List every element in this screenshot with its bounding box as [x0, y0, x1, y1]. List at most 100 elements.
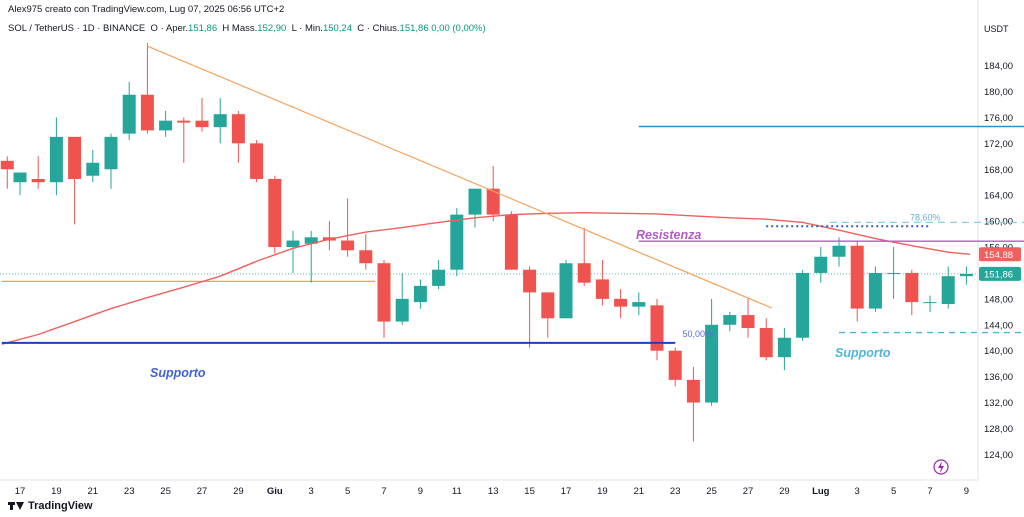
candle-up [723, 315, 737, 325]
y-tick-label: 128,00 [984, 424, 1013, 435]
x-tick-label: 29 [779, 486, 790, 497]
x-tick-label: 27 [197, 486, 208, 497]
candle-down [759, 328, 773, 358]
x-tick-label: 21 [634, 486, 645, 497]
candle-up [122, 94, 136, 134]
moving-average-line [1, 211, 971, 345]
y-tick-label: 144,00 [984, 320, 1013, 331]
candle-down [905, 272, 919, 303]
x-tick-label: 7 [381, 486, 386, 497]
symbol-label: SOL / TetherUS · 1D · BINANCE [8, 23, 146, 34]
candle-up [395, 298, 409, 322]
ma-price-badge [979, 247, 1021, 262]
candle-up [104, 136, 118, 170]
open-value: 151,86 [188, 23, 218, 34]
candle-down [341, 240, 355, 251]
x-tick-label: 11 [452, 486, 462, 497]
low-label: L [291, 23, 297, 34]
candle-up [468, 188, 482, 215]
candle-up [632, 302, 646, 307]
candle-up [814, 256, 828, 273]
candle-down [650, 305, 664, 351]
change-value: 0,00 (0,00%) [431, 23, 486, 34]
x-tick-label: 9 [964, 486, 969, 497]
candle-up [86, 162, 100, 176]
x-tick-label: 3 [855, 486, 860, 497]
candle-up [796, 272, 810, 338]
x-tick-label: 25 [706, 486, 717, 497]
fib-786-label: 78,60% [910, 212, 941, 222]
x-tick-label: 7 [927, 486, 932, 497]
x-tick-label: 19 [51, 486, 62, 497]
candle-up [559, 263, 573, 319]
candle-up [159, 120, 173, 131]
y-tick-label: 136,00 [984, 372, 1013, 383]
low-value: 150,24 [322, 23, 352, 34]
candle-up [923, 302, 937, 304]
candle-up [959, 273, 973, 277]
candle-up [432, 269, 446, 286]
x-tick-label: 27 [743, 486, 754, 497]
open-label: O [150, 23, 158, 34]
candle-up [213, 114, 227, 128]
candle-up [832, 245, 846, 257]
x-tick-label: 15 [524, 486, 535, 497]
close-label: C [357, 23, 365, 34]
candle-down [68, 136, 82, 179]
support-2-label: Supporto [835, 346, 891, 360]
candle-down [686, 379, 700, 403]
x-tick-label: 17 [15, 486, 26, 497]
x-tick-label: 9 [418, 486, 423, 497]
candle-down [668, 350, 682, 380]
x-tick-label: 17 [561, 486, 572, 497]
y-tick-label: 176,00 [984, 113, 1013, 124]
y-tick-label: 164,00 [984, 191, 1013, 202]
candle-up [304, 237, 318, 244]
candle-down [577, 263, 591, 283]
current-price-badge [979, 266, 1021, 281]
x-tick-label: 29 [233, 486, 244, 497]
x-tick-label: 13 [488, 486, 499, 497]
candle-up [868, 272, 882, 309]
candle-down [359, 250, 373, 264]
close-value: 151,86 [399, 23, 429, 34]
candle-down [850, 245, 864, 309]
candle-down [486, 188, 500, 215]
current-price-label: 151,86 [984, 269, 1013, 280]
x-tick-label: 5 [891, 486, 896, 497]
lightning-icon [933, 459, 949, 475]
candle-down [504, 214, 518, 270]
candle-up [941, 276, 955, 305]
candle-up [286, 240, 300, 248]
candle-up [413, 285, 427, 303]
y-tick-label: 140,00 [984, 346, 1013, 357]
x-tick-label: 23 [124, 486, 135, 497]
resistance-label: Resistenza [636, 228, 701, 242]
fib-50-label: 50,00% [682, 329, 713, 339]
high-label: H [222, 23, 230, 34]
currency-label: USDT [984, 24, 1009, 34]
candle-down [595, 279, 609, 299]
x-tick-label: 19 [597, 486, 608, 497]
lightning-bolt-icon [938, 461, 944, 473]
candle-down [541, 292, 555, 319]
descending-trendline [147, 45, 772, 309]
y-tick-label: 172,00 [984, 139, 1013, 150]
candle-up [450, 214, 464, 270]
candle-down [140, 94, 154, 131]
candle-down [177, 120, 191, 123]
candle-down [195, 120, 209, 128]
y-tick-label: 180,00 [984, 87, 1013, 98]
y-tick-label: 124,00 [984, 450, 1013, 461]
candle-down [250, 143, 264, 179]
candle-down [741, 315, 755, 329]
y-tick-label: 168,00 [984, 165, 1013, 176]
tradingview-brand: TradingView [8, 500, 93, 512]
candle-up [13, 172, 27, 183]
author-line: Alex975 creato con TradingView.com, Lug … [8, 4, 285, 15]
y-tick-label: 184,00 [984, 61, 1013, 72]
x-tick-label: 21 [88, 486, 99, 497]
x-tick-label: 3 [309, 486, 314, 497]
x-tick-label: Giu [267, 486, 283, 497]
